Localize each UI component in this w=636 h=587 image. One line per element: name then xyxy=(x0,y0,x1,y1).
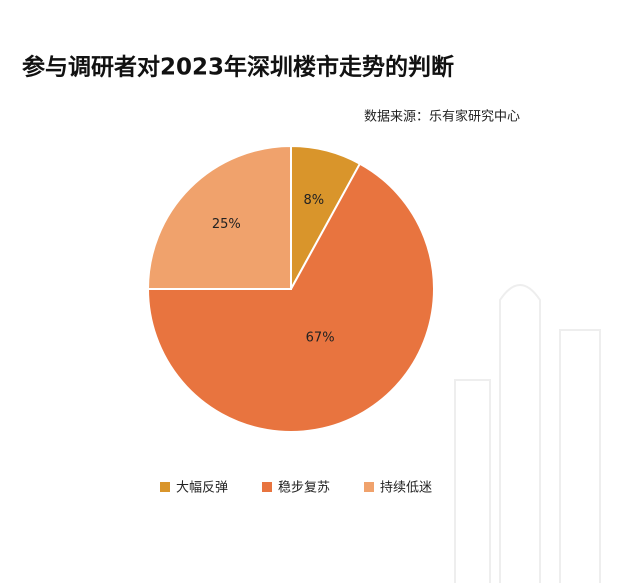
chart-title: 参与调研者对2023年深圳楼市走势的判断 xyxy=(22,54,454,81)
legend-label: 稳步复苏 xyxy=(278,480,330,496)
data-label: 25% xyxy=(212,217,241,232)
source-note: 数据来源：乐有家研究中心 xyxy=(364,109,520,125)
pie: 8% 67% 25% xyxy=(146,144,435,433)
data-label: 67% xyxy=(306,331,335,346)
legend-swatch xyxy=(160,482,170,492)
skyline xyxy=(454,284,601,583)
legend-label: 持续低迷 xyxy=(380,481,432,496)
pie-slice xyxy=(146,162,435,433)
legend-swatch xyxy=(364,482,374,492)
legend-label: 大幅反弹 xyxy=(176,481,228,496)
legend: 大幅反弹 稳步复苏 持续低迷 xyxy=(160,480,432,496)
pie-slice xyxy=(146,144,292,290)
legend-swatch xyxy=(262,482,272,492)
data-label: 8% xyxy=(303,193,324,208)
